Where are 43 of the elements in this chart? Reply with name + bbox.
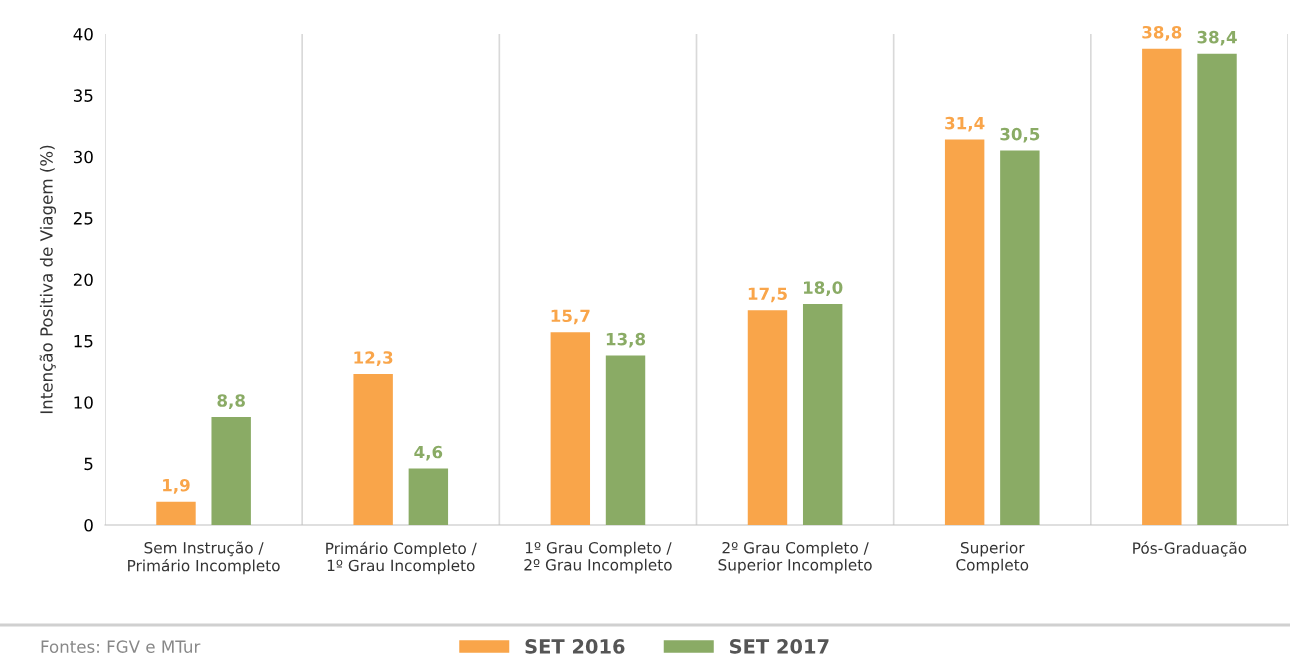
bar (550, 332, 591, 525)
bar (156, 501, 196, 525)
y-tick-label: 5 (84, 457, 93, 471)
x-tick-label: Pós-Graduação (1133, 541, 1247, 557)
y-tick-label: 35 (73, 89, 93, 102)
data-label: 12,3 (354, 351, 393, 366)
x-tick-label: Primário Completo / 1º Grau Incompleto (326, 541, 477, 575)
data-label: 17,5 (748, 287, 787, 303)
y-tick-label: 40 (73, 27, 93, 41)
y-axis-title: Intenção Positiva de Viagem (%) (39, 145, 57, 414)
bar (1000, 150, 1040, 525)
x-tick-label: Sem Instrução / Primário Incompleto (128, 541, 280, 575)
bar (1142, 48, 1182, 525)
y-tick-label: 30 (73, 150, 93, 164)
data-label: 8,8 (217, 394, 245, 409)
x-tick-label: Superior Completo (956, 541, 1029, 574)
bar (802, 304, 843, 525)
legend-label: SET 2017 (730, 639, 829, 654)
bar (747, 310, 788, 525)
data-label: 31,4 (945, 116, 985, 132)
bar (211, 416, 251, 525)
data-label: 13,8 (606, 332, 646, 348)
y-tick-label: 10 (74, 396, 93, 409)
data-label: 38,4 (1197, 30, 1237, 46)
bar (1197, 53, 1237, 525)
data-label: 15,7 (551, 309, 590, 325)
x-tick-label: 2º Grau Completo / Superior Incompleto (718, 541, 872, 574)
text: Fontes: FGV e MTur (41, 640, 201, 653)
bar (408, 468, 449, 525)
y-tick-label: 25 (73, 212, 93, 225)
legend-label: SET 2016 (525, 639, 625, 654)
data-label: 4,6 (414, 445, 443, 461)
bar (944, 139, 985, 525)
y-tick-label: 20 (73, 273, 93, 287)
data-label: 30,5 (1000, 127, 1040, 143)
data-label: 1,9 (163, 478, 190, 494)
y-tick-label: 0 (84, 518, 93, 532)
data-label: 18,0 (804, 281, 843, 297)
y-tick-label: 15 (74, 335, 93, 348)
data-label: 38,8 (1142, 25, 1182, 41)
bar (353, 374, 393, 525)
x-tick-label: 1º Grau Completo / 2º Grau Incompleto (524, 541, 672, 574)
bar (605, 355, 646, 525)
